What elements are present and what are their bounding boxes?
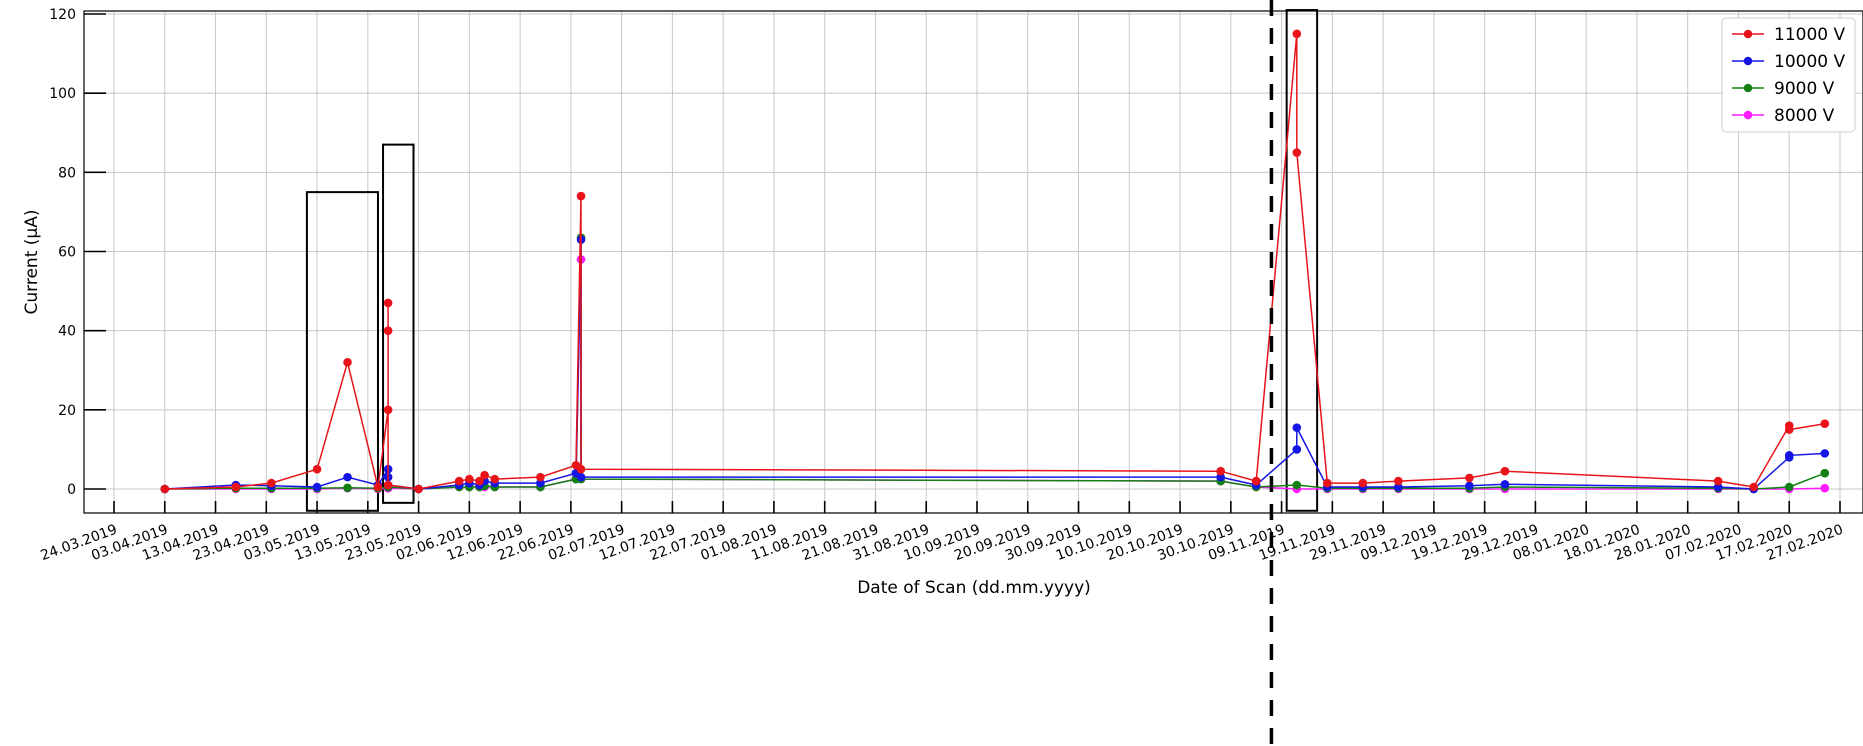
y-tick-label: 100 [49, 86, 76, 102]
data-point [1713, 482, 1723, 492]
data-point [1251, 476, 1261, 486]
legend-label: 8000 V [1774, 106, 1835, 126]
data-point [231, 482, 241, 492]
data-point [312, 464, 322, 474]
data-point [1358, 478, 1368, 488]
grid-lines [84, 11, 1863, 513]
data-point [1216, 466, 1225, 476]
data-point [576, 191, 586, 201]
y-tick-label: 120 [49, 7, 76, 23]
data-point [1820, 449, 1830, 458]
data-point [1784, 451, 1794, 460]
data-point [454, 476, 464, 486]
data-point [1465, 481, 1474, 491]
data-point [1820, 419, 1830, 428]
legend-label: 10000 V [1774, 52, 1845, 72]
data-point [1820, 468, 1830, 478]
data-point [1292, 29, 1302, 39]
y-tick-label: 0 [67, 482, 76, 498]
series-line [164, 33, 1825, 490]
legend-label: 9000 V [1774, 79, 1835, 99]
data-point [1322, 478, 1332, 488]
data-point [1465, 473, 1474, 483]
legend-swatch-marker [1743, 110, 1753, 120]
data-point [1394, 482, 1403, 492]
data-point [1292, 445, 1302, 454]
data-point [1500, 479, 1510, 489]
y-tick-label: 80 [58, 165, 76, 181]
legend-swatch-marker [1743, 83, 1753, 93]
data-point [576, 464, 586, 474]
y-tick-label: 40 [58, 324, 76, 340]
data-point [1292, 480, 1302, 490]
legend-label: 11000 V [1774, 25, 1845, 45]
data-point [312, 482, 322, 492]
data-point [1713, 476, 1723, 486]
legend: 11000 V 10000 V 9000 V 8000 V [1721, 17, 1856, 133]
data-point [383, 326, 393, 335]
data-point [1394, 476, 1403, 486]
data-point [490, 474, 500, 484]
data-point [343, 472, 352, 482]
y-axis-label: Current (μA) [22, 210, 42, 315]
y-tick-label: 60 [58, 245, 76, 261]
data-point [414, 484, 423, 494]
y-tick-label: 20 [58, 403, 76, 419]
annotation-box [382, 143, 415, 504]
data-point [383, 298, 393, 308]
data-point [1292, 148, 1302, 157]
x-axis-label: Date of Scan (dd.mm.yyyy) [857, 578, 1091, 598]
data-point [576, 472, 586, 482]
legend-swatch-marker [1743, 29, 1753, 39]
data-point [536, 472, 545, 482]
annotation-box [1285, 9, 1319, 512]
data-point [536, 478, 545, 488]
data-point [1500, 466, 1510, 476]
data-point [383, 405, 393, 415]
legend-frame [1721, 17, 1856, 133]
data-point [1749, 482, 1758, 492]
annotation-boxes [305, 9, 1319, 512]
data-point [373, 482, 383, 492]
data-point [475, 476, 484, 486]
data-point [480, 470, 489, 480]
legend-swatch-marker [1743, 56, 1753, 66]
data-point [160, 484, 170, 494]
data-point [343, 358, 352, 367]
data-point [1784, 482, 1794, 492]
data-point [383, 480, 393, 490]
series-lines [160, 29, 1830, 494]
data-point [267, 478, 276, 488]
data-point [1784, 425, 1794, 434]
plot-frame [83, 10, 1863, 514]
data-point [1292, 423, 1302, 432]
data-point [465, 474, 474, 484]
data-point [343, 483, 352, 493]
data-point [1820, 483, 1830, 493]
annotation-box [305, 191, 379, 512]
data-point [1216, 472, 1225, 482]
